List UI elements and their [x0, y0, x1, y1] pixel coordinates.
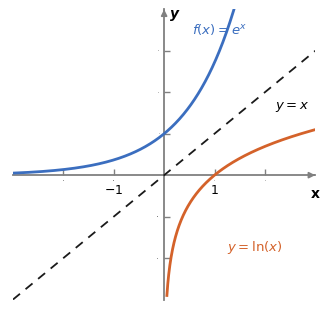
Text: y: y — [170, 7, 179, 21]
Text: $1$: $1$ — [210, 184, 219, 197]
Text: $-1$: $-1$ — [104, 184, 124, 197]
Text: $y = \ln(x)$: $y = \ln(x)$ — [227, 239, 283, 256]
Text: $f(x) = e^x$: $f(x) = e^x$ — [192, 22, 247, 37]
Text: x: x — [311, 187, 320, 201]
Text: $y = x$: $y = x$ — [275, 100, 309, 114]
